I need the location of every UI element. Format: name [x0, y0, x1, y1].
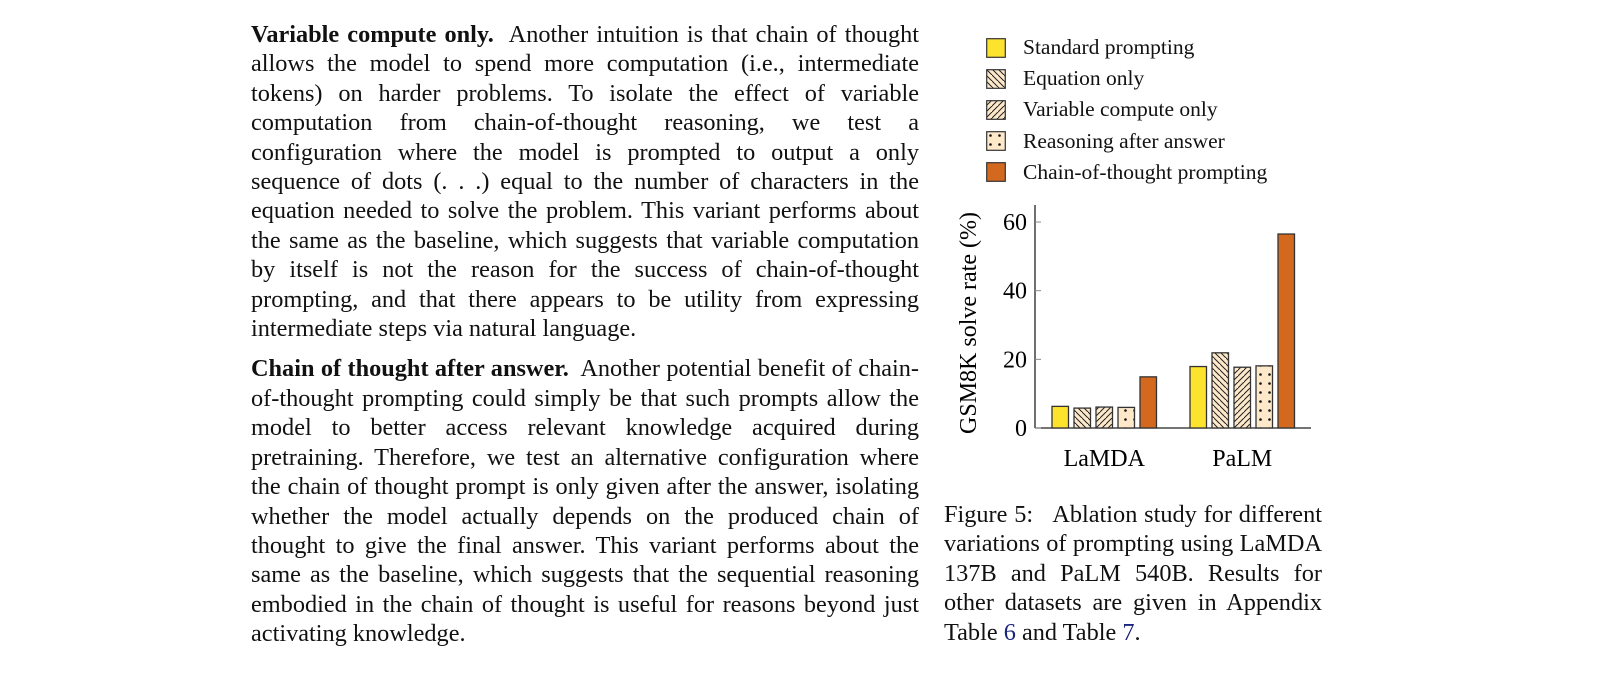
caption-end: . [1134, 618, 1141, 646]
legend-swatch-icon [986, 162, 1006, 183]
caption-text: Ablation study for different variations … [944, 501, 1322, 646]
legend-item: Reasoning after answer [986, 126, 1267, 157]
legend-swatch-icon [986, 68, 1006, 89]
x-category-label: LaMDA [1064, 446, 1146, 472]
legend-label: Reasoning after answer [1023, 128, 1225, 153]
y-tick-label: 20 [1003, 347, 1027, 373]
paragraph-variable-compute: Variable compute only. Another intuition… [251, 20, 919, 343]
paragraph-text: Another potential benefit of chain-of-th… [251, 355, 919, 648]
caption-mid: and Table [1021, 618, 1117, 646]
figure-caption: Figure 5: Ablation study for different v… [944, 500, 1322, 647]
table-6-link[interactable]: 6 [1003, 618, 1016, 646]
legend-label: Standard prompting [1023, 35, 1195, 60]
bar [1117, 406, 1136, 429]
paragraph-heading: Chain of thought after answer. [251, 355, 569, 383]
body-text-column: Variable compute only. Another intuition… [251, 20, 919, 660]
y-axis-label: GSM8K solve rate (%) [956, 212, 982, 434]
y-tick-label: 60 [1003, 210, 1027, 236]
bar [1095, 406, 1114, 429]
bar [1277, 233, 1296, 429]
y-tick-label: 0 [1015, 416, 1027, 442]
legend-item: Variable compute only [986, 94, 1267, 125]
bar [1255, 365, 1274, 429]
bar [1233, 366, 1252, 429]
paragraph-heading: Variable compute only. [251, 21, 494, 48]
bar-chart: GSM8K solve rate (%) 0 20 40 60 LaMDA PaLM [956, 205, 1311, 472]
legend-label: Chain-of-thought prompting [1023, 159, 1268, 184]
legend-item: Standard prompting [986, 32, 1267, 63]
legend-swatch-icon [986, 100, 1006, 120]
bar [1189, 365, 1208, 429]
bar [1139, 376, 1158, 429]
y-tick-label: 40 [1003, 279, 1027, 305]
bar [1051, 405, 1070, 429]
table-7-link[interactable]: 7 [1122, 618, 1135, 646]
legend-label: Equation only [1023, 66, 1145, 91]
paragraph-cot-after-answer: Chain of thought after answer. Another p… [251, 354, 919, 648]
bar [1073, 407, 1092, 429]
paragraph-text: Another intuition is that chain of thoug… [251, 21, 919, 343]
legend-swatch-icon [986, 37, 1006, 58]
x-category-label: PaLM [1212, 446, 1272, 472]
caption-label: Figure 5: [944, 501, 1034, 528]
legend-swatch-icon [986, 131, 1006, 152]
legend-item: Chain-of-thought prompting [986, 157, 1267, 188]
legend-label: Variable compute only [1023, 97, 1218, 122]
legend-item: Equation only [986, 63, 1267, 94]
chart-legend: Standard prompting Equation only Variable … [986, 32, 1267, 188]
bar [1211, 352, 1230, 429]
